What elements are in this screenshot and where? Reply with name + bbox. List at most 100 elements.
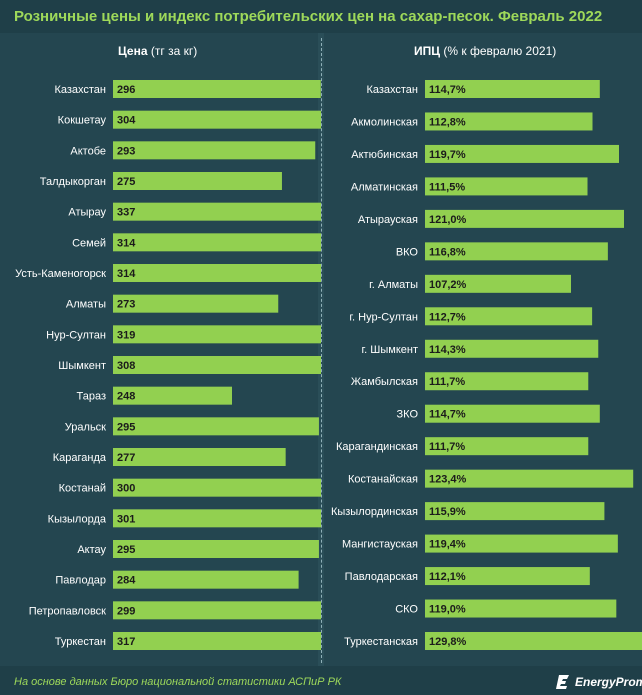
cpi-value-label: 123,4% xyxy=(429,474,467,486)
cpi-bar xyxy=(425,632,642,650)
cpi-bar xyxy=(425,144,619,163)
footer-bar xyxy=(0,666,642,695)
cpi-value-label: 112,8% xyxy=(429,116,466,128)
price-bar xyxy=(113,632,321,650)
cpi-category-label: Мангистауская xyxy=(342,539,418,551)
price-value-label: 273 xyxy=(117,299,135,311)
cpi-value-label: 121,0% xyxy=(429,214,467,226)
price-bar xyxy=(113,110,321,129)
price-value-label: 314 xyxy=(117,237,136,249)
price-category-label: Тараз xyxy=(77,391,107,403)
price-category-label: Костанай xyxy=(59,483,106,495)
cpi-category-label: Акмолинская xyxy=(351,116,418,128)
price-bar xyxy=(113,540,319,558)
cpi-value-label: 129,8% xyxy=(429,636,467,648)
cpi-value-label: 111,7% xyxy=(429,376,465,388)
price-category-label: Кызылорда xyxy=(48,513,107,525)
price-header: Цена (тг за кг) xyxy=(118,44,197,58)
cpi-header: ИПЦ (% к февралю 2021) xyxy=(414,44,556,58)
cpi-category-label: Актюбинская xyxy=(351,149,418,161)
cpi-bar xyxy=(425,372,589,391)
cpi-bar xyxy=(425,534,618,553)
price-category-label: Алматы xyxy=(66,299,106,311)
cpi-value-label: 119,0% xyxy=(429,604,466,616)
price-bar xyxy=(113,601,321,620)
chart-title: Розничные цены и индекс потребительских … xyxy=(14,8,603,25)
cpi-bar xyxy=(425,404,600,423)
price-bar xyxy=(113,233,321,252)
price-bar xyxy=(113,172,282,190)
cpi-bar xyxy=(425,80,600,98)
price-value-label: 295 xyxy=(117,544,135,556)
energyprom-logo: EnergyProm xyxy=(556,673,642,691)
price-bar xyxy=(113,570,299,589)
logo-icon xyxy=(556,675,569,689)
price-value-label: 293 xyxy=(117,145,135,157)
price-bar xyxy=(113,448,286,466)
price-value-label: 296 xyxy=(117,84,135,96)
cpi-category-label: Казахстан xyxy=(366,84,418,96)
price-category-label: Актобе xyxy=(70,145,106,157)
price-category-label: Атырау xyxy=(68,207,106,219)
cpi-category-label: Алматинская xyxy=(351,181,418,193)
price-bar xyxy=(113,141,316,160)
price-value-label: 295 xyxy=(117,421,135,433)
price-value-label: 300 xyxy=(117,483,135,495)
price-value-label: 275 xyxy=(117,176,135,188)
cpi-category-label: Павлодарская xyxy=(345,571,418,583)
price-value-label: 337 xyxy=(117,207,135,219)
cpi-bar-chart: Казахстан 114,7% Акмолинская 112,8% Актюбинс… xyxy=(331,80,642,650)
price-category-label: Нур-Султан xyxy=(46,329,106,341)
price-category-label: Казахстан xyxy=(54,84,106,96)
price-category-label: Павлодар xyxy=(55,575,106,587)
price-category-label: Петропавловск xyxy=(29,605,106,617)
price-value-label: 319 xyxy=(117,329,135,341)
price-category-label: Актау xyxy=(77,544,106,556)
price-category-label: Туркестан xyxy=(55,636,106,648)
price-bar xyxy=(113,202,321,221)
cpi-bar xyxy=(425,339,599,358)
cpi-value-label: 116,8% xyxy=(429,246,466,258)
price-bar xyxy=(113,80,321,98)
cpi-header-unit: (% к февралю 2021) xyxy=(443,44,557,58)
price-value-label: 304 xyxy=(117,115,136,127)
price-value-label: 308 xyxy=(117,360,135,372)
price-bar xyxy=(113,386,232,405)
cpi-category-label: ВКО xyxy=(396,246,419,258)
cpi-bar xyxy=(425,599,617,618)
price-header-unit: (тг за кг) xyxy=(150,44,198,58)
cpi-category-label: Карагандинская xyxy=(336,441,418,453)
panel-divider xyxy=(321,38,322,663)
cpi-bar xyxy=(425,567,590,586)
price-panel xyxy=(0,33,318,666)
cpi-value-label: 112,7% xyxy=(429,311,466,323)
cpi-category-label: Жамбылская xyxy=(351,376,418,388)
price-value-label: 277 xyxy=(117,452,135,464)
title-bar xyxy=(0,0,642,33)
price-bar xyxy=(113,509,321,528)
cpi-bar xyxy=(425,469,634,488)
price-value-label: 248 xyxy=(117,391,135,403)
cpi-bar xyxy=(425,242,608,261)
cpi-bar xyxy=(425,437,589,456)
cpi-category-label: СКО xyxy=(395,604,418,616)
price-bar-chart: Казахстан 296 Кокшетау 304 Актобе 293 Талдыкор… xyxy=(15,80,321,650)
price-category-label: Кокшетау xyxy=(58,115,107,127)
cpi-category-label: г. Шымкент xyxy=(362,344,419,356)
price-bar xyxy=(113,417,319,436)
cpi-value-label: 114,3% xyxy=(429,344,466,356)
cpi-value-label: 119,4% xyxy=(429,539,466,551)
cpi-category-label: Атырауская xyxy=(358,214,418,226)
cpi-category-label: ЗКО xyxy=(397,409,419,421)
cpi-bar xyxy=(425,307,593,326)
cpi-value-label: 114,7% xyxy=(429,84,466,96)
cpi-value-label: 112,1% xyxy=(429,571,466,583)
cpi-bar xyxy=(425,209,624,228)
cpi-bar xyxy=(425,274,571,293)
price-bar xyxy=(113,356,321,374)
cpi-category-label: г. Нур-Султан xyxy=(349,311,418,323)
cpi-bar xyxy=(425,502,605,521)
price-bar xyxy=(113,294,279,313)
cpi-category-label: Кызылординская xyxy=(331,506,418,518)
cpi-header-title: ИПЦ xyxy=(414,44,441,58)
